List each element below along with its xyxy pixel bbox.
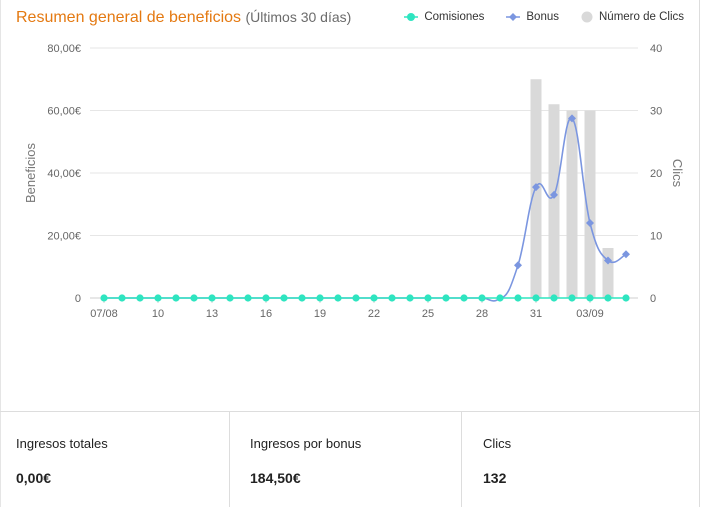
point-comisiones bbox=[478, 294, 486, 302]
x-tick-label: 25 bbox=[422, 308, 434, 320]
point-bonus bbox=[532, 183, 540, 192]
bar-clics bbox=[548, 104, 560, 298]
x-tick-label: 16 bbox=[260, 308, 272, 320]
y-left-tick-label: 0 bbox=[75, 293, 81, 305]
chart-plot: 0 20,00€ 40,00€ 60,00€ 80,00€ 0 10 20 30 40 Benefi… bbox=[23, 43, 685, 320]
series-line-bonus bbox=[103, 117, 627, 302]
y-right-tick-label: 20 bbox=[650, 168, 662, 180]
y-right-tick-label: 0 bbox=[650, 293, 656, 305]
point-bonus bbox=[622, 250, 630, 259]
point-comisiones bbox=[316, 294, 324, 302]
legend-item-clics[interactable]: Número de Clics bbox=[581, 11, 684, 23]
y-right-axis-title: Clics bbox=[670, 159, 685, 188]
point-comisiones bbox=[334, 294, 342, 302]
legend-label-comisiones: Comisiones bbox=[424, 11, 485, 23]
point-comisiones bbox=[406, 294, 414, 302]
point-comisiones bbox=[154, 294, 162, 302]
point-comisiones bbox=[568, 294, 576, 302]
stat-value: 184,50€ bbox=[250, 470, 301, 486]
x-tick-label: 19 bbox=[314, 308, 326, 320]
x-tick-label: 22 bbox=[368, 308, 380, 320]
stat-label: Ingresos totales bbox=[16, 436, 108, 451]
chart-title: Resumen general de beneficios (Últimos 3… bbox=[16, 9, 351, 27]
point-bonus bbox=[550, 190, 558, 199]
point-comisiones bbox=[370, 294, 378, 302]
point-comisiones bbox=[298, 294, 306, 302]
x-tick-label: 13 bbox=[206, 308, 218, 320]
point-comisiones bbox=[514, 294, 522, 302]
point-bonus bbox=[586, 219, 594, 227]
point-bonus bbox=[604, 256, 612, 265]
stat-ingresos-bonus: Ingresos por bonus 184,50€ bbox=[229, 412, 461, 507]
dot-line-icon bbox=[404, 13, 419, 21]
point-comisiones bbox=[352, 294, 360, 302]
x-tick-label: 28 bbox=[476, 308, 488, 320]
y-right-tick-label: 10 bbox=[650, 231, 662, 243]
x-tick-label: 10 bbox=[152, 308, 164, 320]
bar-clics bbox=[566, 110, 578, 298]
point-comisiones bbox=[586, 294, 594, 302]
point-comisiones bbox=[496, 294, 504, 302]
point-comisiones bbox=[604, 294, 612, 302]
y-left-tick-label: 60,00€ bbox=[47, 106, 81, 118]
point-comisiones bbox=[280, 294, 288, 302]
summary-row: Ingresos totales 0,00€ Ingresos por bonu… bbox=[0, 411, 700, 507]
point-comisiones bbox=[190, 294, 198, 302]
stat-label: Clics bbox=[483, 436, 512, 451]
legend-label-clics: Número de Clics bbox=[599, 11, 684, 23]
point-comisiones bbox=[262, 294, 270, 302]
point-comisiones bbox=[388, 294, 396, 302]
point-comisiones bbox=[118, 294, 126, 302]
chart-legend: Comisiones Bonus Número de Clics bbox=[382, 11, 684, 23]
point-comisiones bbox=[226, 294, 234, 302]
stat-value: 0,00€ bbox=[16, 470, 52, 486]
diamond-line-icon bbox=[506, 13, 521, 21]
point-comisiones bbox=[100, 294, 108, 302]
x-tick-label: 07/08 bbox=[90, 308, 118, 320]
chart-title-main: Resumen general de beneficios bbox=[16, 9, 242, 26]
legend-item-bonus[interactable]: Bonus bbox=[506, 11, 559, 23]
point-comisiones bbox=[208, 294, 216, 302]
y-left-tick-label: 80,00€ bbox=[47, 43, 81, 55]
stat-value: 132 bbox=[483, 470, 507, 486]
point-comisiones bbox=[424, 294, 432, 302]
chart-title-period: (Últimos 30 días) bbox=[245, 9, 352, 25]
point-comisiones bbox=[550, 294, 558, 302]
y-right-tick-label: 30 bbox=[650, 106, 662, 118]
legend-item-comisiones[interactable]: Comisiones bbox=[404, 11, 484, 23]
bar-clics bbox=[602, 248, 614, 298]
stat-label: Ingresos por bonus bbox=[250, 436, 362, 451]
y-left-tick-label: 40,00€ bbox=[47, 168, 81, 180]
point-comisiones bbox=[136, 294, 144, 302]
point-comisiones bbox=[244, 294, 252, 302]
point-bonus bbox=[514, 261, 522, 270]
y-right-tick-label: 40 bbox=[650, 43, 662, 55]
bar-clics bbox=[584, 110, 596, 298]
point-comisiones bbox=[442, 294, 450, 302]
point-comisiones bbox=[460, 294, 468, 302]
stat-ingresos-totales: Ingresos totales 0,00€ bbox=[0, 412, 229, 507]
y-left-tick-label: 20,00€ bbox=[47, 231, 81, 243]
point-bonus bbox=[568, 114, 576, 123]
stat-clics: Clics 132 bbox=[461, 412, 700, 507]
legend-label-bonus: Bonus bbox=[526, 11, 559, 23]
dot-icon bbox=[581, 11, 593, 23]
x-tick-label: 31 bbox=[530, 308, 542, 320]
y-left-axis-title: Beneficios bbox=[23, 143, 38, 203]
point-comisiones bbox=[622, 294, 630, 302]
x-tick-label: 03/09 bbox=[576, 308, 604, 320]
point-comisiones bbox=[532, 294, 540, 302]
point-comisiones bbox=[172, 294, 180, 302]
